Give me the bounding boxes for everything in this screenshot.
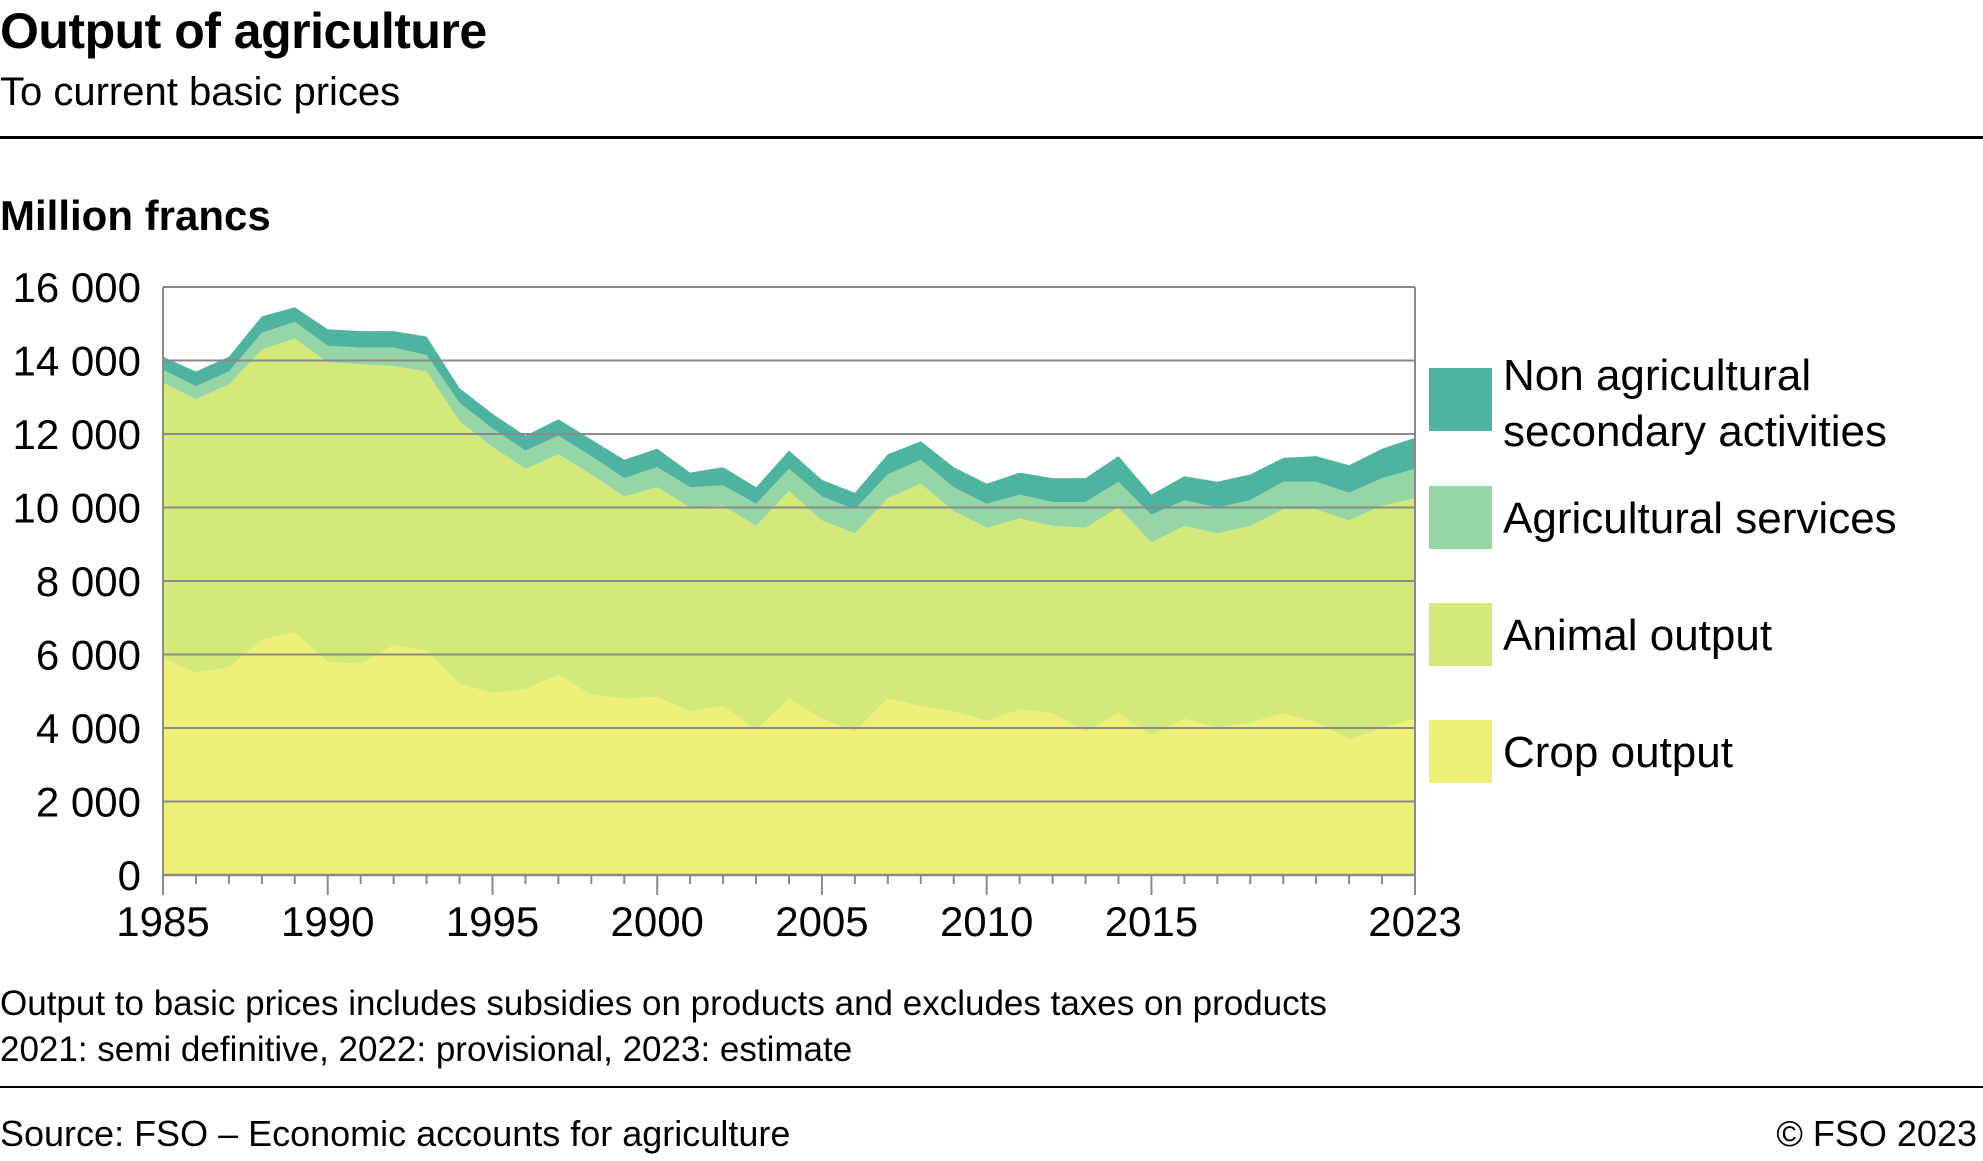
legend-swatch-animal-output [1429,603,1492,666]
y-axis-label: Million francs [0,192,271,239]
stacked-area-chart: 0 2 000 4 000 6 000 8 000 10 000 12 000 14 000 1… [13,264,1897,945]
x-tick-label-1985: 1985 [116,898,209,945]
legend-swatch-agricultural-services [1429,486,1492,549]
y-tick-label-14000: 14 000 [13,338,141,385]
x-tick-label-2005: 2005 [775,898,868,945]
x-tick-label-2010: 2010 [940,898,1033,945]
x-axis-ticks: 1985 1990 1995 2000 2005 2010 2015 2023 [116,875,1462,945]
legend-swatch-non-agricultural-secondary-activities [1429,368,1492,431]
plot-areas [163,307,1415,875]
x-tick-label-2015: 2015 [1105,898,1198,945]
legend: Non agricultural secondary activities Agri… [1429,351,1897,783]
source-text: Source: FSO – Economic accounts for agri… [0,1113,791,1154]
legend-swatch-crop-output [1429,720,1492,783]
x-tick-label-2000: 2000 [610,898,703,945]
y-tick-label-10000: 10 000 [13,485,141,532]
area-crop-output [163,632,1415,875]
y-axis-ticks: 0 2 000 4 000 6 000 8 000 10 000 12 000 14 000 1… [13,264,141,899]
footnote-2: 2021: semi definitive, 2022: provisional… [0,1030,853,1069]
y-tick-label-16000: 16 000 [13,264,141,311]
x-tick-label-1995: 1995 [446,898,539,945]
plot-grid [162,286,1416,877]
legend-label-non-agricultural-secondary-activities: Non agricultural secondary activities [1503,351,1887,456]
legend-label-agricultural-services: Agricultural services [1503,494,1897,543]
copyright-text: © FSO 2023 [1776,1113,1977,1154]
x-tick-label-2023: 2023 [1368,898,1461,945]
bottom-rule [0,1086,1983,1088]
y-tick-label-12000: 12 000 [13,411,141,458]
y-tick-label-6000: 6 000 [36,632,141,679]
legend-label-crop-output: Crop output [1503,728,1733,777]
x-tick-label-1990: 1990 [281,898,374,945]
y-tick-label-0: 0 [118,852,141,899]
y-tick-label-8000: 8 000 [36,558,141,605]
chart-title: Output of agriculture [0,3,487,59]
footnote-1: Output to basic prices includes subsidie… [0,984,1327,1023]
y-tick-label-4000: 4 000 [36,705,141,752]
top-rule [0,136,1983,139]
legend-label-animal-output: Animal output [1503,611,1772,660]
area-animal-output [163,338,1415,739]
chart-subtitle: To current basic prices [0,70,401,114]
y-tick-label-2000: 2 000 [36,779,141,826]
